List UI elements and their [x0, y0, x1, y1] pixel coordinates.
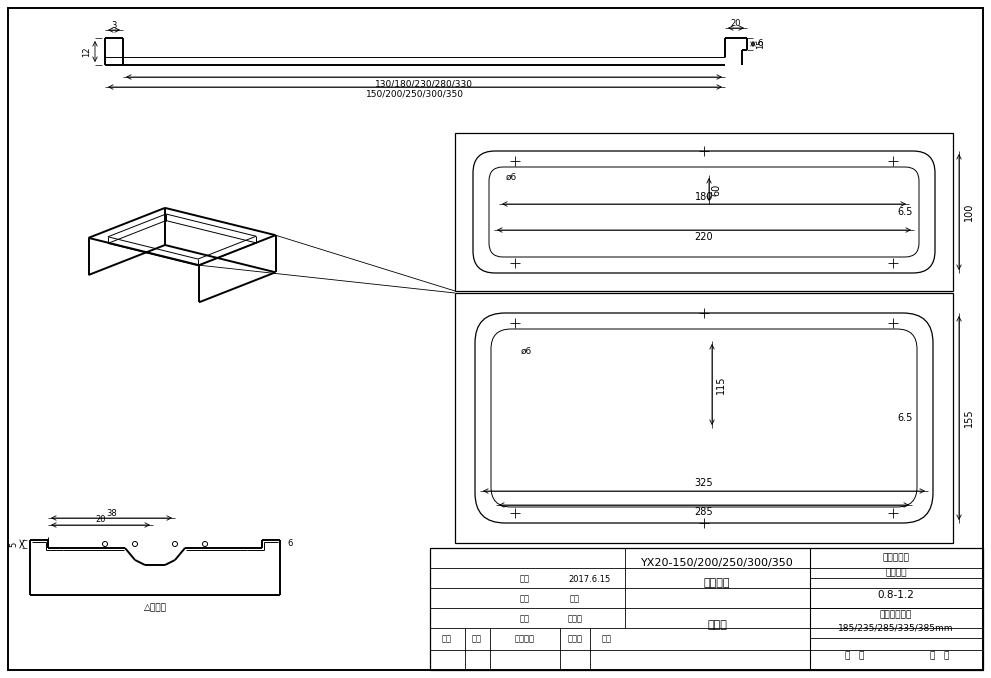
Text: 制图: 制图 — [520, 595, 530, 603]
Text: 180: 180 — [695, 192, 714, 202]
Text: △闭合开: △闭合开 — [144, 603, 166, 612]
Text: 100: 100 — [964, 203, 974, 221]
Text: 标准化: 标准化 — [568, 635, 583, 643]
Text: 6.5: 6.5 — [897, 413, 913, 423]
Text: 185/235/285/335/385mm: 185/235/285/335/385mm — [838, 624, 953, 633]
Text: 型板形图: 型板形图 — [704, 578, 730, 588]
Text: 150/200/250/300/350: 150/200/250/300/350 — [366, 89, 464, 98]
Text: 审核: 审核 — [520, 574, 530, 584]
Text: 标记: 标记 — [442, 635, 452, 643]
Text: 0.8-1.2: 0.8-1.2 — [878, 590, 915, 600]
Text: 标准化: 标准化 — [568, 614, 583, 624]
Text: 20: 20 — [730, 18, 741, 28]
Text: 220: 220 — [695, 232, 714, 242]
Bar — [430, 548, 983, 670]
Text: 12: 12 — [82, 46, 91, 57]
Text: YX20-150/200/250/300/350: YX20-150/200/250/300/350 — [640, 558, 794, 568]
Text: 修改原因: 修改原因 — [515, 635, 535, 643]
Text: 2017.6.15: 2017.6.15 — [569, 574, 611, 584]
Bar — [455, 293, 953, 543]
Text: 130/180/230/280/330: 130/180/230/280/330 — [375, 79, 473, 89]
Text: 共   张: 共 张 — [845, 652, 865, 660]
Text: 5: 5 — [10, 541, 19, 546]
Text: 审定: 审定 — [570, 595, 580, 603]
Text: 6: 6 — [757, 39, 763, 49]
Text: 3: 3 — [111, 20, 117, 30]
Text: ø6: ø6 — [505, 172, 516, 182]
Text: 日期: 日期 — [602, 635, 612, 643]
Text: 板形图: 板形图 — [707, 620, 727, 630]
Text: 285: 285 — [695, 507, 714, 517]
Text: 处数: 处数 — [472, 635, 482, 643]
Text: 15: 15 — [756, 39, 765, 49]
Text: 38: 38 — [106, 508, 117, 517]
Text: 155: 155 — [964, 409, 974, 427]
Text: 第   张: 第 张 — [931, 652, 949, 660]
Text: 6: 6 — [287, 540, 292, 549]
Text: 325: 325 — [695, 478, 714, 488]
Text: 6.5: 6.5 — [897, 207, 913, 217]
Text: 20: 20 — [95, 515, 106, 525]
Text: 115: 115 — [716, 375, 726, 394]
Text: 60: 60 — [711, 183, 721, 196]
Bar — [455, 133, 953, 291]
Text: 材料厚度: 材料厚度 — [885, 568, 907, 578]
Text: 设计: 设计 — [520, 614, 530, 624]
Text: 断面展开宽度: 断面展开宽度 — [880, 610, 912, 620]
Text: 型钟原材料: 型钟原材料 — [883, 553, 910, 563]
Text: ø6: ø6 — [520, 346, 531, 355]
